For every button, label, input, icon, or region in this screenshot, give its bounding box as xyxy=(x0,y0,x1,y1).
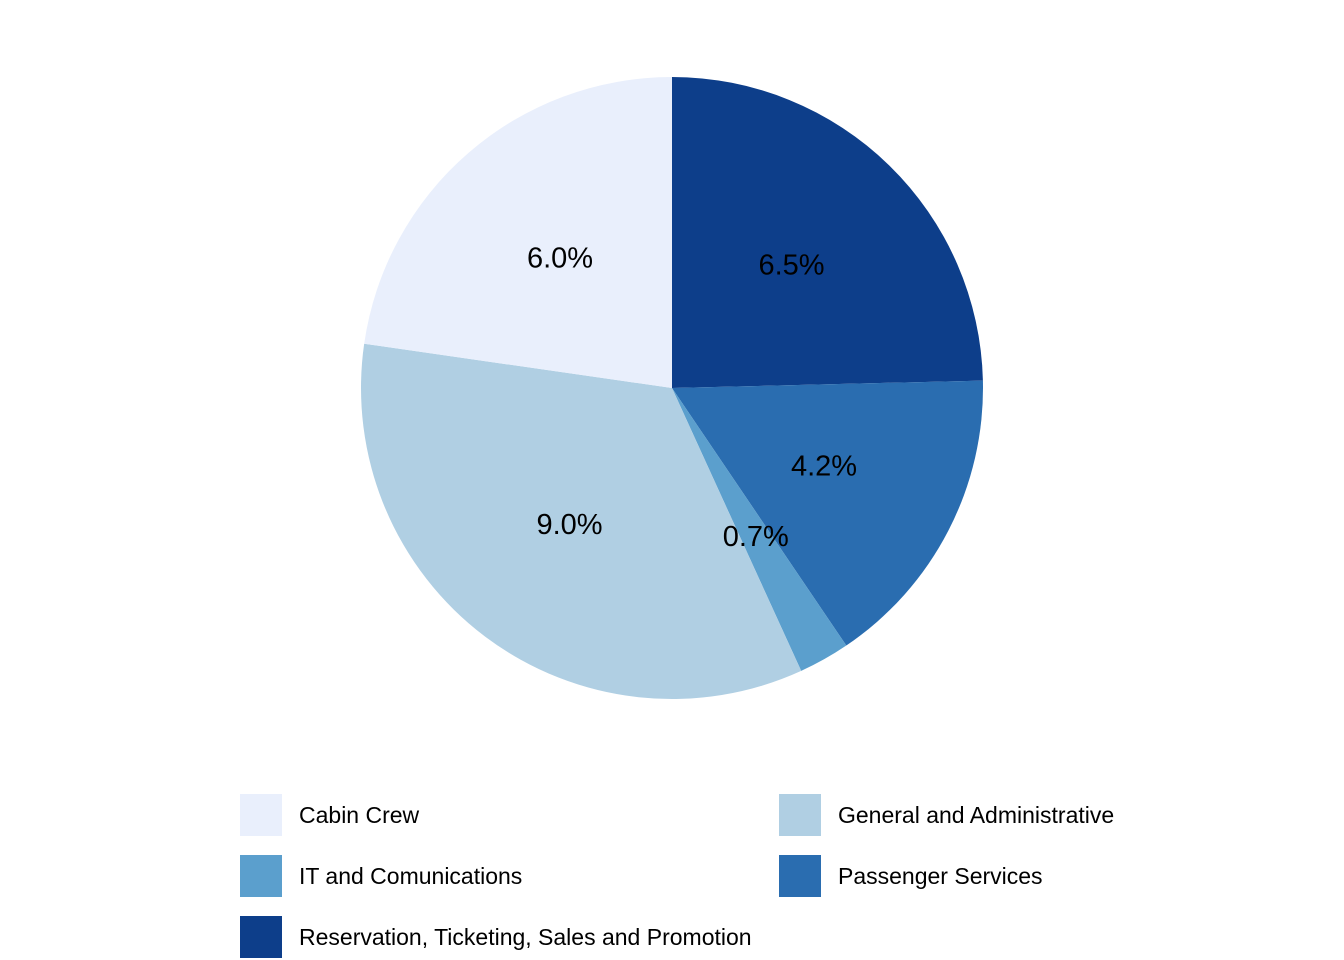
legend-item-passenger-services: Passenger Services xyxy=(779,855,1043,897)
pie-slices xyxy=(361,77,983,700)
pie-slice-reservation-ticketing-sales-and-promotion xyxy=(672,77,983,388)
legend-label: General and Administrative xyxy=(838,802,1114,828)
slice-label-reservation-ticketing-sales-and-promotion: 6.5% xyxy=(758,250,824,282)
pie-slice-passenger-services xyxy=(672,380,983,646)
legend-item-it-and-comunications: IT and Comunications xyxy=(240,855,522,897)
legend-item-cabin-crew: Cabin Crew xyxy=(240,794,420,836)
legend-label: Reservation, Ticketing, Sales and Promot… xyxy=(299,924,752,950)
slice-label-general-and-administrative: 9.0% xyxy=(536,509,602,541)
legend: Cabin Crew General and Administrative IT a… xyxy=(240,794,1114,958)
legend-label: Cabin Crew xyxy=(299,802,420,828)
pie-labels: 6.5% 4.2% 0.7% 9.0% 6.0% xyxy=(527,243,857,553)
slice-label-cabin-crew: 6.0% xyxy=(527,243,593,275)
legend-swatch xyxy=(240,916,282,958)
legend-item-general-and-administrative: General and Administrative xyxy=(779,794,1114,836)
pie-slice-it-and-comunications xyxy=(672,388,847,671)
legend-item-reservation-ticketing-sales-and-promotion: Reservation, Ticketing, Sales and Promot… xyxy=(240,916,752,958)
legend-swatch xyxy=(779,855,821,897)
legend-label: Passenger Services xyxy=(838,863,1043,889)
slice-label-it-and-comunications: 0.7% xyxy=(723,521,789,553)
pie-slice-general-and-administrative xyxy=(361,343,802,700)
pie-slice-cabin-crew xyxy=(364,77,672,388)
legend-label: IT and Comunications xyxy=(299,863,522,889)
slice-label-passenger-services: 4.2% xyxy=(791,450,857,482)
legend-swatch xyxy=(240,855,282,897)
legend-swatch xyxy=(779,794,821,836)
legend-swatch xyxy=(240,794,282,836)
